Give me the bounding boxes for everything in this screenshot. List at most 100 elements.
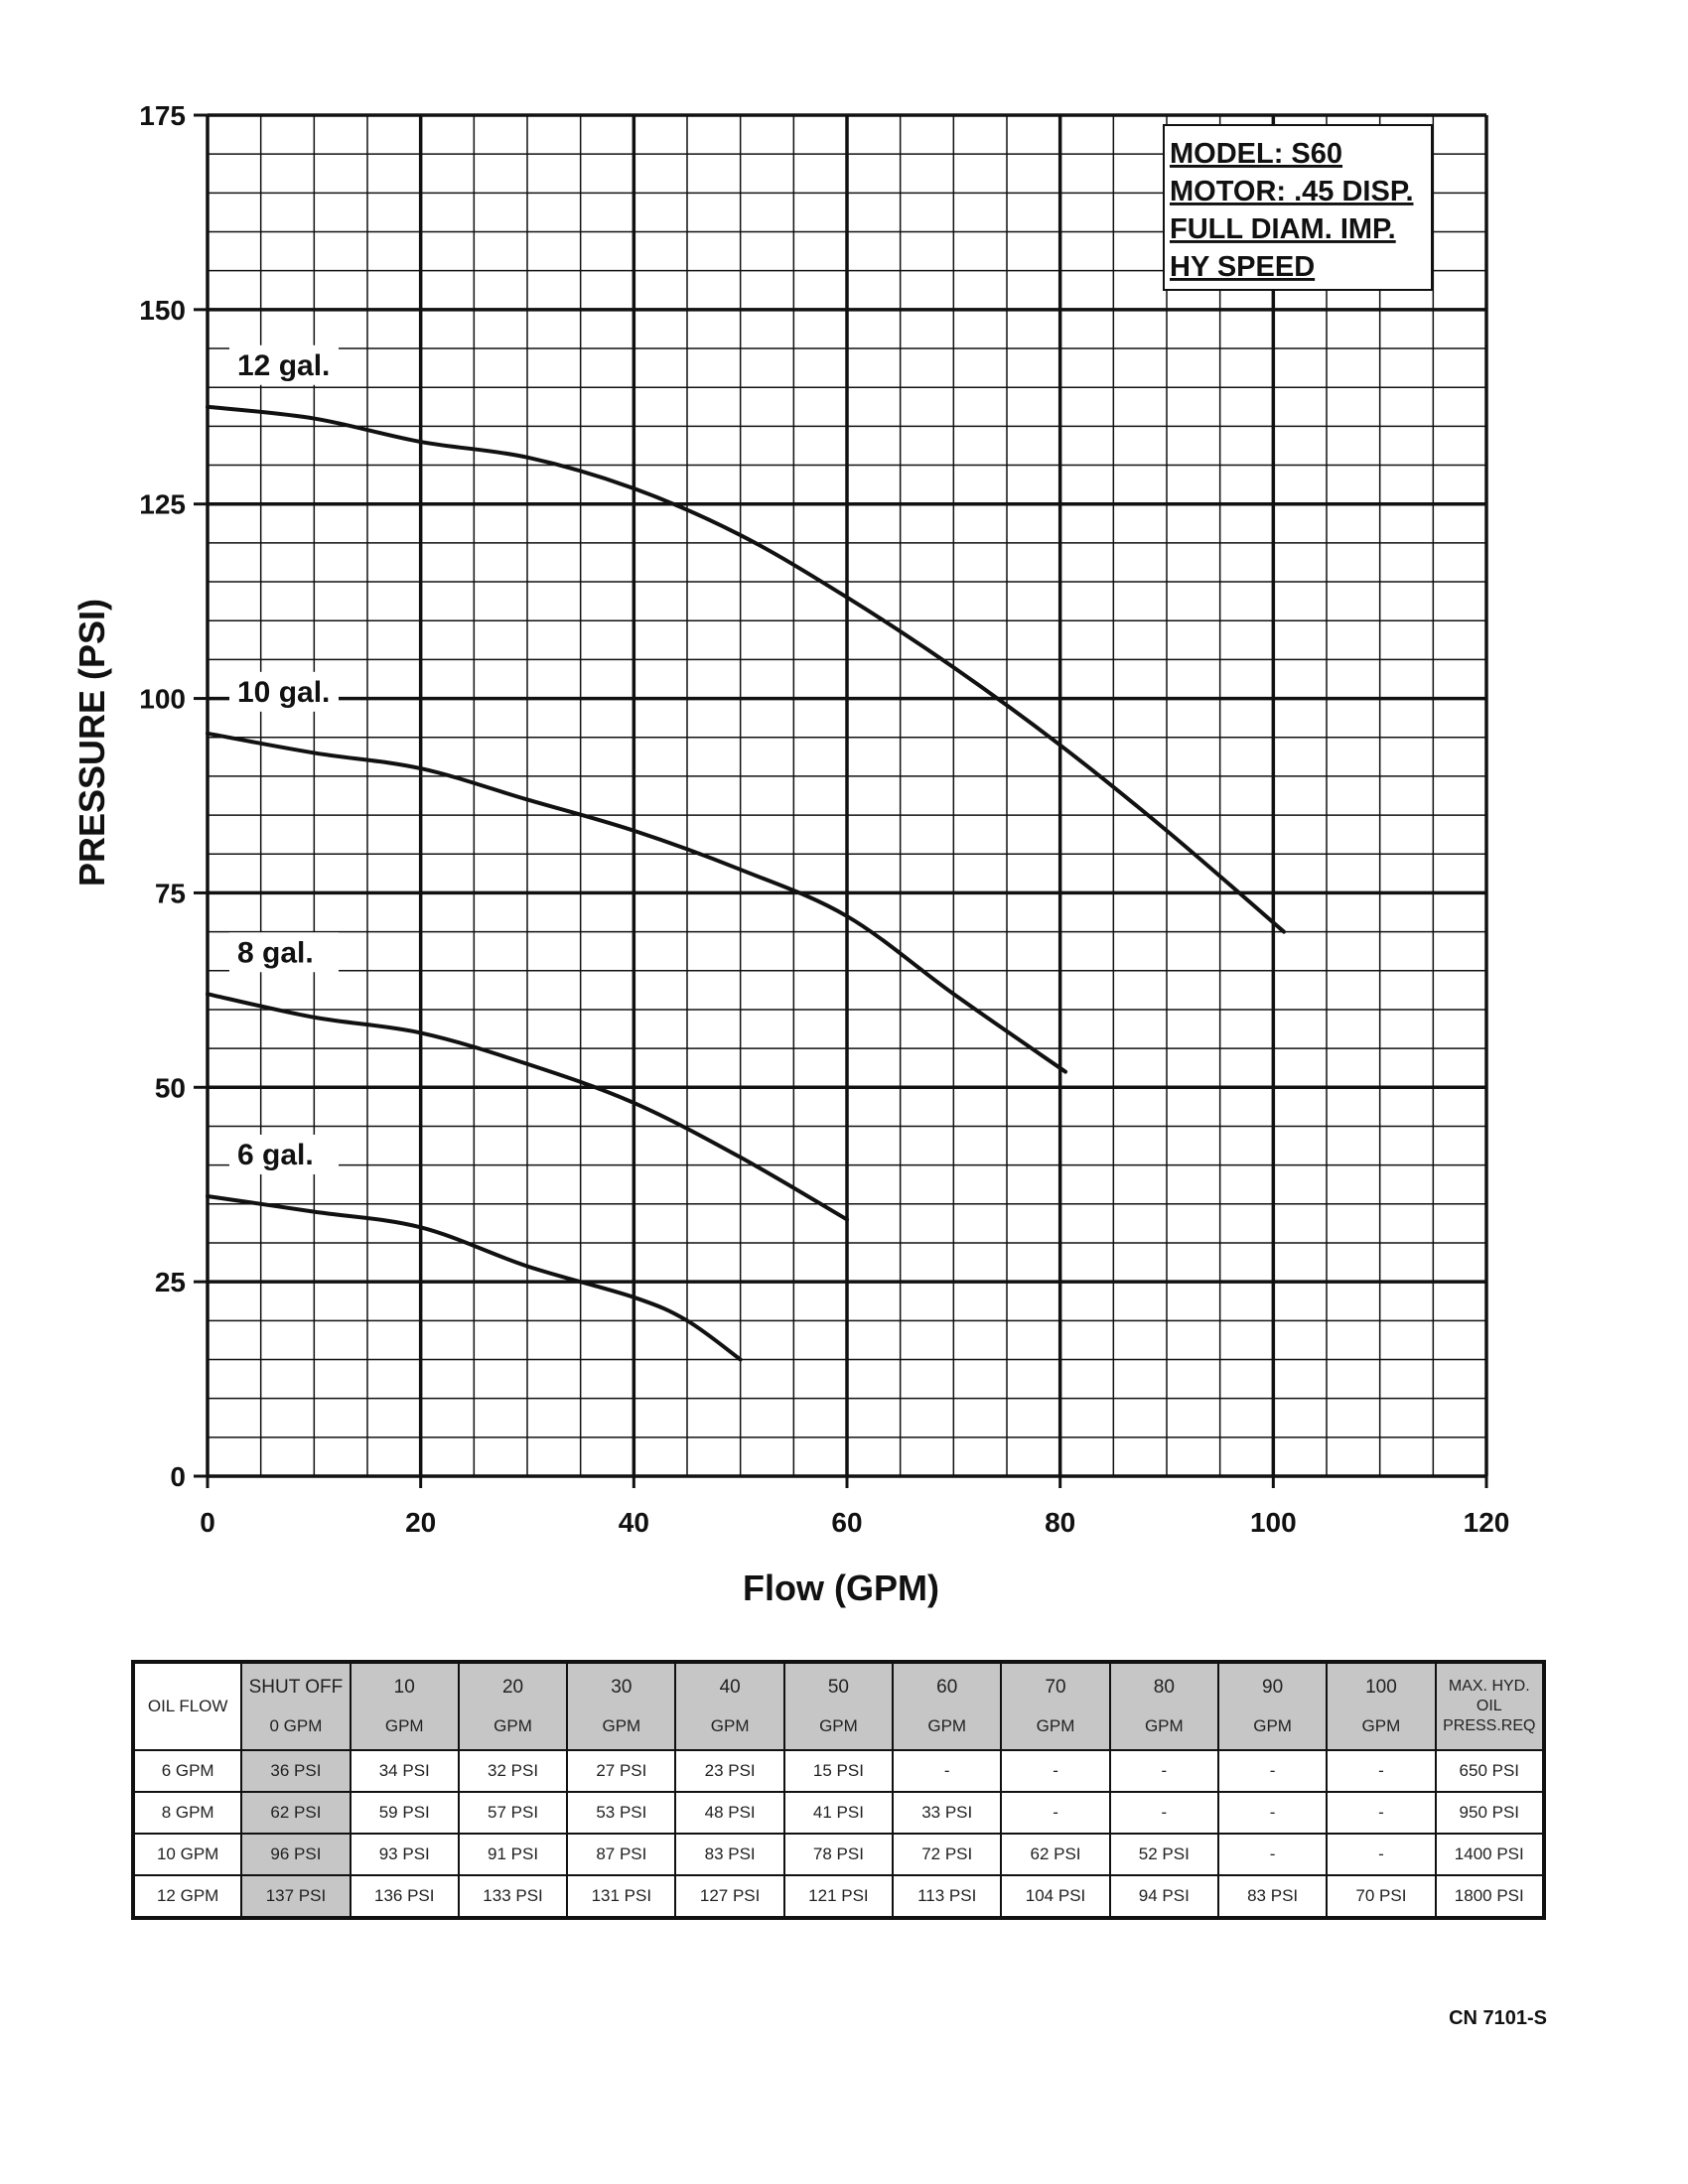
x-tick-label: 100 xyxy=(1250,1507,1297,1538)
table-cell: 133 PSI xyxy=(457,1874,569,1919)
table-cell: - xyxy=(1216,1791,1329,1835)
series-label-bg xyxy=(229,344,339,385)
table-cell: 23 PSI xyxy=(674,1749,785,1793)
col-header-3: 30 GPM xyxy=(566,1661,677,1751)
x-axis-title: Flow (GPM) xyxy=(743,1568,939,1608)
max-header-line: MAX. HYD. xyxy=(1448,1678,1530,1695)
x-tick-label: 0 xyxy=(200,1507,215,1538)
col-header-sub: GPM xyxy=(602,1716,641,1735)
col-header-top: 10 xyxy=(393,1677,415,1698)
table-cell: 52 PSI xyxy=(1108,1833,1219,1876)
x-tick-label: 120 xyxy=(1464,1507,1510,1538)
y-tick-label: 25 xyxy=(155,1267,186,1297)
col-header-1: 10 GPM xyxy=(349,1661,460,1751)
col-header-sub: 0 GPM xyxy=(269,1716,323,1735)
series-lines xyxy=(206,404,1287,1362)
table-cell: 121 PSI xyxy=(782,1874,895,1919)
table-cell: 32 PSI xyxy=(457,1749,569,1793)
col-header-0: SHUT OFF 0 GPM xyxy=(240,1661,352,1751)
col-header-sub: GPM xyxy=(1253,1716,1292,1735)
table-cell: 62 PSI xyxy=(240,1791,352,1835)
axis-ticks xyxy=(194,113,1488,1488)
table-cell: 78 PSI xyxy=(782,1833,895,1876)
col-header-top: 20 xyxy=(501,1677,524,1698)
info-box-frame xyxy=(1163,124,1433,291)
info-line-1: MOTOR: .45 DISP. xyxy=(1170,176,1414,207)
series-label-3: 6 gal. xyxy=(237,1139,314,1171)
col-header-5: 50 GPM xyxy=(782,1661,895,1751)
table-cell: 91 PSI xyxy=(457,1833,569,1876)
table-cell: 87 PSI xyxy=(566,1833,677,1876)
table-cell: - xyxy=(892,1749,1003,1793)
table-cell: 104 PSI xyxy=(1000,1874,1111,1919)
series-line-1 xyxy=(206,731,1068,1074)
col-header-top: 30 xyxy=(611,1677,633,1698)
row-max-pressure: 650 PSI xyxy=(1434,1749,1546,1793)
table-cell: 94 PSI xyxy=(1108,1874,1219,1919)
series-line-0 xyxy=(206,404,1287,934)
col-header-6: 60 GPM xyxy=(892,1661,1003,1751)
x-tick-label: 60 xyxy=(831,1507,862,1538)
y-tick-label: 100 xyxy=(139,684,186,715)
row-max-pressure: 950 PSI xyxy=(1434,1791,1546,1835)
col-header-sub: GPM xyxy=(710,1716,750,1735)
row-flow: 10 GPM xyxy=(131,1833,243,1876)
series-label-bg xyxy=(229,932,339,973)
table-cell: - xyxy=(1326,1791,1437,1835)
col-header-top: 90 xyxy=(1262,1677,1284,1698)
table-cell: - xyxy=(1108,1749,1219,1793)
max-header-line: OIL xyxy=(1476,1698,1502,1714)
col-header-top: 100 xyxy=(1365,1677,1397,1698)
info-line-2: FULL DIAM. IMP. xyxy=(1170,213,1396,245)
row-flow: 8 GPM xyxy=(131,1791,243,1835)
table-cell: 70 PSI xyxy=(1326,1874,1437,1919)
table-cell: 83 PSI xyxy=(1216,1874,1329,1919)
x-tick-label: 40 xyxy=(619,1507,649,1538)
table-cell: - xyxy=(1000,1791,1111,1835)
table-cell: 127 PSI xyxy=(674,1874,785,1919)
series-line-2 xyxy=(206,992,849,1222)
col-header-sub: GPM xyxy=(819,1716,858,1735)
oil-flow-header: OIL FLOW xyxy=(131,1661,243,1751)
table-cell: 41 PSI xyxy=(782,1791,895,1835)
table-cell: 136 PSI xyxy=(349,1874,460,1919)
table-cell: 93 PSI xyxy=(349,1833,460,1876)
table-cell: 33 PSI xyxy=(892,1791,1003,1835)
document-code: CN 7101-S xyxy=(1449,2007,1547,2029)
table-cell: 131 PSI xyxy=(566,1874,677,1919)
col-header-sub: GPM xyxy=(384,1716,424,1735)
y-tick-label: 125 xyxy=(139,489,186,520)
table-row: 10 GPM 96 PSI 93 PSI 91 PSI 87 PSI 83 PSI 78 P… xyxy=(131,1833,1546,1876)
row-flow: 12 GPM xyxy=(131,1874,243,1919)
model-info-box: MODEL: S60 MOTOR: .45 DISP. FULL DIAM. IMP… xyxy=(1163,124,1433,291)
table-row: 8 GPM 62 PSI 59 PSI 57 PSI 53 PSI 48 PSI 41 PS… xyxy=(131,1791,1546,1835)
col-header-top: 60 xyxy=(936,1677,958,1698)
table-cell: - xyxy=(1108,1791,1219,1835)
col-header-9: 90 GPM xyxy=(1216,1661,1329,1751)
table-cell: 48 PSI xyxy=(674,1791,785,1835)
series-line-3 xyxy=(206,1193,743,1362)
series-label-2: 8 gal. xyxy=(237,936,314,969)
series-label-0: 12 gal. xyxy=(237,349,330,382)
col-header-8: 80 GPM xyxy=(1108,1661,1219,1751)
col-header-sub: GPM xyxy=(1144,1716,1184,1735)
series-label-bg xyxy=(229,671,339,712)
max-header-line: PRESS.REQ xyxy=(1443,1717,1536,1734)
col-header-sub: GPM xyxy=(1361,1716,1401,1735)
y-axis-title: PRESSURE (PSI) xyxy=(71,599,112,887)
col-header-10: 100 GPM xyxy=(1326,1661,1437,1751)
pump-curve-chart: 0 25 50 75 100 125 150 175 0 20 40 60 80 100 120 12 ga… xyxy=(71,100,1510,1608)
col-header-7: 70 GPM xyxy=(1000,1661,1111,1751)
table-cell: 34 PSI xyxy=(349,1749,460,1793)
table-cell: 137 PSI xyxy=(240,1874,352,1919)
col-header-sub: GPM xyxy=(927,1716,967,1735)
x-tick-label: 20 xyxy=(405,1507,436,1538)
table-cell: - xyxy=(1216,1749,1329,1793)
table-cell: - xyxy=(1326,1749,1437,1793)
y-tick-label: 0 xyxy=(170,1461,186,1492)
table-cell: 53 PSI xyxy=(566,1791,677,1835)
table-cell: 59 PSI xyxy=(349,1791,460,1835)
table-cell: 62 PSI xyxy=(1000,1833,1111,1876)
y-tick-label: 175 xyxy=(139,100,186,131)
col-header-top: 80 xyxy=(1153,1677,1175,1698)
